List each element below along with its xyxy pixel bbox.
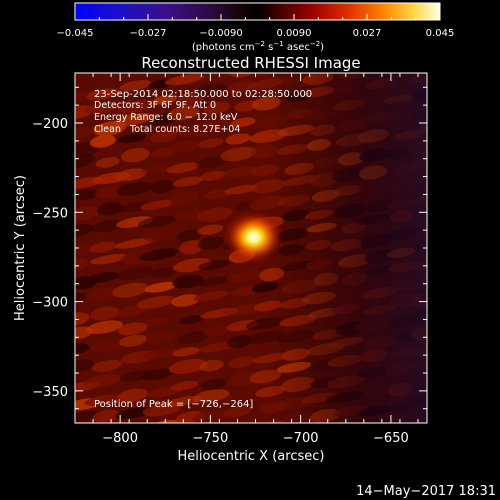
- colorbar-tick-label: −0.045: [56, 28, 93, 39]
- colorbar-tick-label: 0.0090: [277, 28, 312, 39]
- colorbar-tick-label: 0.027: [353, 28, 382, 39]
- x-axis-label: Heliocentric X (arcsec): [178, 449, 325, 464]
- peak-position-text: Position of Peak = [−726,−264]: [94, 399, 253, 410]
- x-tick-label: −750: [193, 431, 229, 446]
- texture-blob: [386, 55, 420, 74]
- colorbar-gradient: [74, 2, 441, 21]
- colorbar-units: (photons cm−2 s−1 asec−2): [192, 40, 324, 53]
- y-axis-label: Heliocentric Y (arcsec): [13, 175, 28, 321]
- texture-blob: [409, 55, 445, 72]
- colorbar-tick-label: 0.045: [426, 28, 455, 39]
- colorbar-ticks: [74, 14, 441, 20]
- y-tick-label: −250: [32, 206, 68, 221]
- colorbar-tick-label: −0.027: [129, 28, 166, 39]
- x-tick-label: −650: [373, 431, 409, 446]
- peak-source: [221, 209, 286, 266]
- colorbar: −0.045 −0.027 −0.0090 0.0090 0.027 0.045…: [56, 2, 455, 53]
- axis-ticks: [74, 73, 427, 423]
- x-tick-label: −800: [102, 431, 138, 446]
- texture-blob: [362, 45, 391, 59]
- texture-blob: [417, 38, 451, 52]
- texture-blob: [382, 40, 422, 60]
- y-tick-label: −200: [32, 117, 68, 132]
- footer-timestamp: 14−May−2017 18:31: [356, 484, 496, 499]
- texture-blob: [66, 432, 94, 446]
- image-plot: [57, 38, 451, 460]
- chart-title: Reconstructed RHESSI Image: [141, 54, 360, 72]
- texture-blob: [229, 422, 265, 438]
- colorbar-tick-label: −0.0090: [199, 28, 242, 39]
- texture-blob: [359, 59, 387, 73]
- total-counts-text: Total counts: 8.27E+04: [129, 124, 240, 135]
- detectors-text: Detectors: 3F 6F 9F, Att 0: [94, 100, 216, 111]
- x-tick-label: −700: [283, 431, 319, 446]
- texture-blob: [57, 444, 98, 460]
- time-range-text: 23-Sep-2014 02:18:50.000 to 02:28:50.000: [94, 89, 312, 100]
- y-tick-label: −300: [32, 296, 68, 311]
- texture-blob: [138, 429, 178, 448]
- method-text: Clean: [94, 124, 121, 135]
- energy-range-text: Energy Range: 6.0 − 12.0 keV: [94, 112, 238, 123]
- y-tick-label: −350: [32, 385, 68, 400]
- annotations: 23-Sep-2014 02:18:50.000 to 02:28:50.000…: [94, 89, 312, 410]
